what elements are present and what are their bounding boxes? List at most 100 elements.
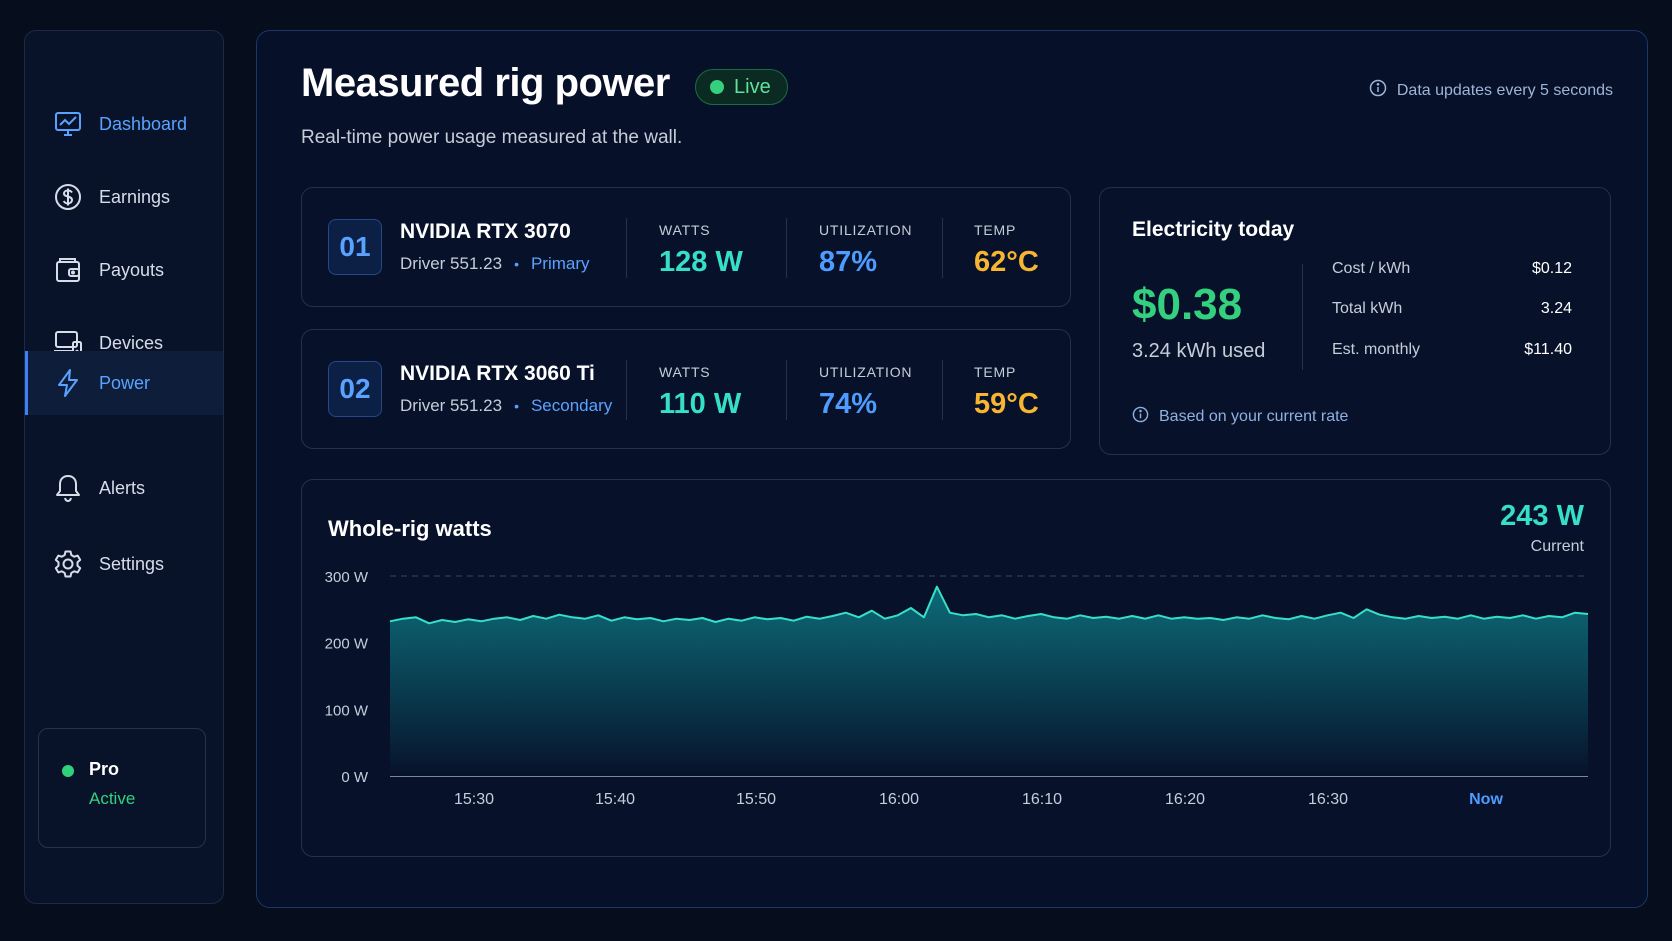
watts-label: WATTS xyxy=(659,364,711,380)
utilization-value: 87% xyxy=(819,246,878,278)
live-dot xyxy=(710,80,724,94)
chart-current-value: 243 W xyxy=(1500,500,1584,532)
update-note: Data updates every 5 seconds xyxy=(1369,79,1613,102)
info-icon xyxy=(1369,79,1387,102)
gpu-driver: Driver 551.23 xyxy=(400,254,503,273)
gpu-meta: Driver 551.23 • Secondary xyxy=(400,396,612,416)
row-label: Cost / kWh xyxy=(1332,260,1411,277)
y-tick-label: 200 W xyxy=(325,636,369,653)
total-kwh-row: Total kWh 3.24 xyxy=(1332,300,1572,318)
temp-value: 62°C xyxy=(974,246,1039,278)
y-tick-label: 0 W xyxy=(341,769,369,786)
plan-card: Pro Active xyxy=(38,728,206,848)
divider xyxy=(786,218,787,278)
page-subtitle: Real-time power usage measured at the wa… xyxy=(301,127,683,148)
cost-per-kwh-row: Cost / kWh $0.12 xyxy=(1332,260,1572,278)
x-tick-label: 16:30 xyxy=(1308,791,1348,808)
separator-dot: • xyxy=(514,256,519,272)
chart-current-label: Current xyxy=(1530,538,1584,555)
electricity-card: Electricity today $0.38 3.24 kWh used Co… xyxy=(1099,187,1611,455)
row-value: $11.40 xyxy=(1524,341,1572,358)
dollar-icon xyxy=(53,182,83,212)
divider xyxy=(1302,264,1303,370)
area-fill xyxy=(390,586,1588,776)
watts-value: 128 W xyxy=(659,246,743,278)
sidebar-item-earnings[interactable]: Earnings xyxy=(25,164,223,230)
watts-area-chart: 0 W 100 W 200 W 300 W 15:30 15:40 15:50 16:00 16… xyxy=(325,569,1589,808)
gpu-name: NVIDIA RTX 3060 Ti xyxy=(400,362,595,385)
est-monthly-row: Est. monthly $11.40 xyxy=(1332,341,1572,359)
sidebar: Dashboard Earnings Payouts xyxy=(24,30,224,904)
row-value: $0.12 xyxy=(1531,260,1572,277)
sidebar-item-settings[interactable]: Settings xyxy=(25,531,223,597)
divider xyxy=(942,360,943,420)
electricity-cost: $0.38 xyxy=(1132,280,1243,329)
page-title: Measured rig power xyxy=(301,61,670,105)
plan-status-dot xyxy=(62,765,74,777)
gear-icon xyxy=(53,549,83,579)
gpu-name: NVIDIA RTX 3070 xyxy=(400,220,571,243)
temp-label: TEMP xyxy=(974,364,1017,380)
main-panel: Measured rig power Live Real-time power … xyxy=(256,30,1648,908)
row-value: 3.24 xyxy=(1540,300,1572,317)
watts-label: WATTS xyxy=(659,222,711,238)
dashboard-icon xyxy=(53,109,83,139)
gpu-index: 01 xyxy=(328,219,382,275)
utilization-value: 74% xyxy=(819,388,878,420)
gpu-role: Primary xyxy=(530,254,590,273)
gpu-index: 02 xyxy=(328,361,382,417)
divider xyxy=(942,218,943,278)
gpu-card[interactable]: 02 NVIDIA RTX 3060 Ti Driver 551.23 • Se… xyxy=(301,329,1071,449)
electricity-title: Electricity today xyxy=(1132,218,1295,241)
row-label: Est. monthly xyxy=(1332,341,1421,358)
live-badge-label: Live xyxy=(734,75,771,98)
utilization-label: UTILIZATION xyxy=(819,222,913,238)
gpu-meta: Driver 551.23 • Primary xyxy=(400,254,590,274)
utilization-label: UTILIZATION xyxy=(819,364,913,380)
chart-title: Whole-rig watts xyxy=(328,516,492,541)
sidebar-item-payouts[interactable]: Payouts xyxy=(25,237,223,303)
rate-note-text: Based on your current rate xyxy=(1159,408,1349,425)
rate-note: Based on your current rate xyxy=(1132,406,1348,428)
sidebar-item-label: Earnings xyxy=(99,186,171,207)
sidebar-item-alerts[interactable]: Alerts xyxy=(25,455,223,521)
divider xyxy=(786,360,787,420)
x-tick-label: 16:20 xyxy=(1165,791,1205,808)
x-tick-label: 16:10 xyxy=(1022,791,1062,808)
watts-chart-card: Whole-rig watts 243 W Current 0 W 100 W 20… xyxy=(301,479,1611,857)
row-label: Total kWh xyxy=(1332,300,1403,317)
divider xyxy=(626,218,627,278)
update-note-text: Data updates every 5 seconds xyxy=(1396,81,1613,99)
sidebar-item-label: Settings xyxy=(99,553,165,574)
temp-label: TEMP xyxy=(974,222,1017,238)
gpu-driver: Driver 551.23 xyxy=(400,396,503,415)
sidebar-item-label: Dashboard xyxy=(99,113,188,134)
bell-icon xyxy=(53,473,83,503)
x-tick-label: 15:30 xyxy=(454,791,494,808)
watts-value: 110 W xyxy=(659,388,742,420)
sidebar-item-label: Power xyxy=(99,372,151,393)
live-badge: Live xyxy=(695,69,788,105)
y-tick-label: 300 W xyxy=(325,569,369,586)
sidebar-item-label: Devices xyxy=(99,332,164,353)
lightning-icon xyxy=(53,368,83,398)
plan-status: Active xyxy=(89,789,136,808)
electricity-used: 3.24 kWh used xyxy=(1132,340,1266,362)
info-icon xyxy=(1132,406,1149,428)
gpu-role: Secondary xyxy=(530,396,613,415)
x-tick-label: 16:00 xyxy=(879,791,919,808)
x-tick-label: Now xyxy=(1469,791,1503,808)
series-line xyxy=(389,585,1589,625)
sidebar-item-dashboard[interactable]: Dashboard xyxy=(25,91,223,157)
divider xyxy=(626,360,627,420)
x-tick-label: 15:40 xyxy=(595,791,635,808)
separator-dot: • xyxy=(514,398,519,414)
sidebar-item-label: Payouts xyxy=(99,259,165,280)
gpu-card[interactable]: 01 NVIDIA RTX 3070 Driver 551.23 • Prima… xyxy=(301,187,1071,307)
sidebar-item-power[interactable]: Power xyxy=(25,351,223,415)
sidebar-item-label: Alerts xyxy=(99,477,146,498)
plan-name: Pro xyxy=(89,759,120,779)
wallet-icon xyxy=(53,255,83,285)
temp-value: 59°C xyxy=(974,388,1039,420)
x-tick-label: 15:50 xyxy=(736,791,776,808)
